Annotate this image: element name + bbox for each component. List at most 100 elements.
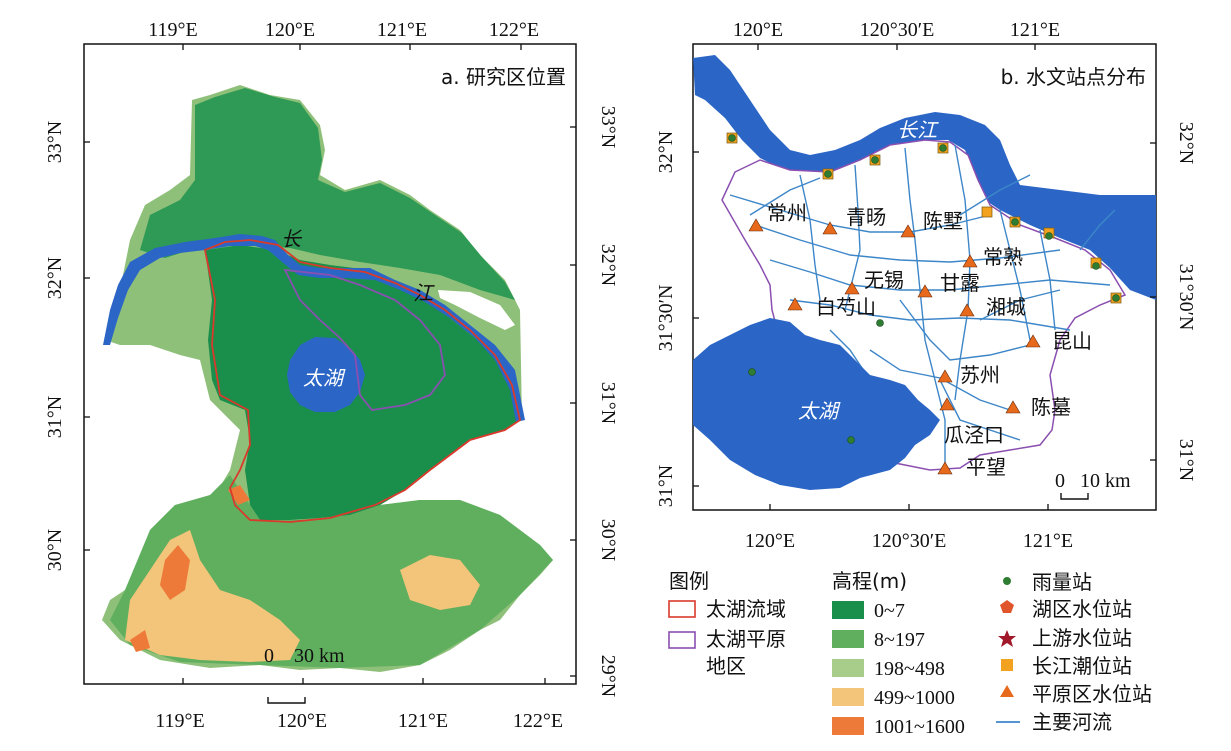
b-label-taihu: 太湖 xyxy=(798,399,841,423)
b-left-tick-2: 31°30′N xyxy=(655,285,677,352)
b-right-tick-1: 32°N xyxy=(1175,122,1197,164)
river-network xyxy=(729,144,1116,465)
elevation-swatch-2 xyxy=(832,630,864,648)
a-label-taihu: 太湖 xyxy=(303,366,346,390)
panel-b xyxy=(692,43,1157,511)
legend-basin-swatch xyxy=(668,600,696,618)
eastern-highland-orange xyxy=(400,555,480,610)
legend-lake-label: 湖区水位站 xyxy=(1032,597,1132,621)
legend-upstream-symbol xyxy=(998,630,1016,647)
a-bottom-tick-4: 122°E xyxy=(513,710,563,732)
station-label-suzhou: 苏州 xyxy=(960,363,1000,387)
legend xyxy=(668,577,1020,735)
station-label-baishaoshan: 白芍山 xyxy=(816,295,876,319)
a-label-yangtze-2: 江 xyxy=(413,281,435,305)
elevation-swatch-4 xyxy=(832,688,864,706)
elevation-label-2: 8~197 xyxy=(874,629,925,651)
station-label-qingyang: 青旸 xyxy=(846,205,886,229)
a-left-tick-3: 31°N xyxy=(44,396,66,438)
a-top-tick-3: 121°E xyxy=(377,19,427,41)
elevation-label-5: 1001~1600 xyxy=(874,716,965,738)
station-label-chenshu: 陈墅 xyxy=(923,209,963,233)
rain-stations xyxy=(728,134,1120,444)
a-bottom-tick-2: 120°E xyxy=(277,710,327,732)
panel-a xyxy=(83,43,577,704)
b-label-yangtze: 长江 xyxy=(897,118,939,142)
a-right-tick-1: 33°N xyxy=(597,106,619,148)
legend-basin-label: 太湖流域 xyxy=(706,597,786,621)
station-label-wuxi: 无锡 xyxy=(864,268,904,292)
taihu-lake-b xyxy=(693,318,940,490)
southern-peak-red xyxy=(130,485,250,652)
legend-upstream-label: 上游水位站 xyxy=(1032,626,1132,650)
station-label-chenmu: 陈墓 xyxy=(1031,395,1071,419)
legend-tide-label: 长江潮位站 xyxy=(1032,654,1132,678)
b-top-tick-2: 120°30′E xyxy=(860,19,935,41)
b-right-tick-2: 31°30′N xyxy=(1175,264,1197,331)
a-bottom-tick-1: 119°E xyxy=(155,710,204,732)
station-label-guajingkou: 瓜泾口 xyxy=(944,423,1004,447)
legend-rain-label: 雨量站 xyxy=(1032,570,1092,594)
legend-lake-symbol xyxy=(1000,600,1014,613)
station-label-changshu: 常熟 xyxy=(983,245,1023,269)
panel-b-tickmarks xyxy=(693,44,1156,510)
b-bottom-tick-3: 121°E xyxy=(1023,530,1073,552)
legend-tide-symbol xyxy=(1001,659,1013,671)
elevation-labels: 0~7 8~197 198~498 499~1000 1001~1600 xyxy=(874,600,965,738)
station-label-pingwang: 平望 xyxy=(966,455,1006,479)
panel-b-scalebar xyxy=(1060,493,1089,500)
legend-plain-station-label: 平原区水位站 xyxy=(1032,682,1152,706)
legend-elevation-title: 高程(m) xyxy=(832,569,907,593)
station-label-kunshan: 昆山 xyxy=(1052,329,1092,353)
panel-a-scalebar-label: 0 30 km xyxy=(264,645,345,667)
panel-a-scalebar xyxy=(267,697,306,704)
b-top-tick-1: 120°E xyxy=(733,19,783,41)
panel-b-scalebar-label: 0 10 km xyxy=(1055,470,1131,492)
a-right-tick-2: 32°N xyxy=(597,244,619,286)
a-left-tick-1: 33°N xyxy=(44,121,66,163)
yangtze-river-a xyxy=(103,234,525,422)
legend-plain-swatch xyxy=(668,631,696,649)
panel-a-title: a. 研究区位置 xyxy=(441,65,566,89)
elevation-label-1: 0~7 xyxy=(874,600,905,622)
b-right-tick-3: 31°N xyxy=(1175,439,1197,481)
taihu-lake-a xyxy=(287,337,365,412)
legend-plain-label: 太湖平原 xyxy=(706,627,786,651)
a-right-tick-5: 29°N xyxy=(597,655,619,697)
a-right-tick-4: 30°N xyxy=(597,519,619,561)
elevation-swatch-1 xyxy=(832,601,864,619)
legend-rain-symbol xyxy=(1003,577,1011,585)
a-left-tick-2: 32°N xyxy=(44,257,66,299)
a-right-tick-3: 31°N xyxy=(597,382,619,424)
station-label-xiangcheng: 湘城 xyxy=(986,295,1026,319)
panel-b-title: b. 水文站点分布 xyxy=(1001,65,1146,89)
b-top-tick-3: 121°E xyxy=(1010,19,1060,41)
legend-region-label: 地区 xyxy=(706,654,746,678)
station-label-ganlu: 甘露 xyxy=(940,271,980,295)
legend-title: 图例 xyxy=(669,569,709,593)
a-left-tick-4: 30°N xyxy=(44,529,66,571)
a-top-tick-1: 119°E xyxy=(148,19,197,41)
elevation-label-4: 499~1000 xyxy=(874,687,955,709)
b-bottom-tick-1: 120°E xyxy=(745,530,795,552)
a-label-yangtze-1: 长 xyxy=(281,227,303,251)
station-label-changzhou: 常州 xyxy=(767,201,807,225)
elevation-swatches xyxy=(832,601,864,735)
elevation-label-3: 198~498 xyxy=(874,658,945,680)
b-bottom-tick-2: 120°30′E xyxy=(872,530,947,552)
panel-a-tickmarks xyxy=(84,44,576,684)
taihu-plain-boundary xyxy=(283,268,446,411)
yangtze-island xyxy=(438,290,515,330)
plain-stations xyxy=(748,218,1041,475)
b-left-tick-1: 32°N xyxy=(655,131,677,173)
legend-plain-station-symbol xyxy=(1000,685,1014,697)
a-top-tick-2: 120°E xyxy=(265,19,315,41)
taihu-basin-boundary xyxy=(203,239,522,523)
a-top-tick-4: 122°E xyxy=(489,19,539,41)
legend-river-label: 主要河流 xyxy=(1032,710,1112,734)
a-bottom-tick-3: 121°E xyxy=(398,710,448,732)
elevation-swatch-5 xyxy=(832,717,864,735)
elevation-swatch-3 xyxy=(832,659,864,677)
b-left-tick-3: 31°N xyxy=(655,465,677,507)
